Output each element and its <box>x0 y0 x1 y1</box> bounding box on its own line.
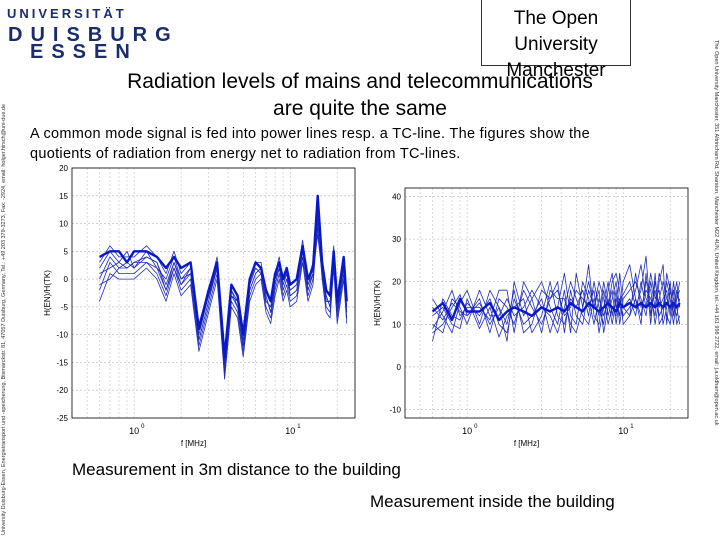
chart1-ytick-2: 10 <box>59 220 68 229</box>
chart1-frame <box>71 167 356 419</box>
chart1-xtick-0: 10 <box>129 426 139 436</box>
chart1-ytick-8: -20 <box>56 386 68 395</box>
chart1-series-7 <box>99 234 348 369</box>
chart1-xtick-exp-0: 0 <box>141 424 145 430</box>
chart1-series-5 <box>99 223 348 380</box>
note-right: Measurement inside the building <box>370 492 615 511</box>
chart2-frame <box>404 187 689 419</box>
chart1-ylabel: H(EN)/H(TK) <box>43 270 52 316</box>
partner-box: The Open University Manchester <box>481 0 631 81</box>
chart2-ytick-2: 20 <box>392 278 401 287</box>
title-line1: Radiation levels of mains and telecommun… <box>127 70 593 93</box>
title-line2: are quite the same <box>273 97 447 120</box>
slide-title: Radiation levels of mains and telecommun… <box>0 68 720 122</box>
chart1-xtick-1: 10 <box>285 426 295 436</box>
chart1-ytick-4: 0 <box>64 275 69 284</box>
chart2-xtick-exp-0: 0 <box>474 424 478 430</box>
partner-line1: The Open University <box>513 8 599 55</box>
side-text-right: The Open University Manchester, 351 Altr… <box>713 40 719 426</box>
chart1-ytick-7: -15 <box>56 358 68 367</box>
chart2-ytick-0: 40 <box>392 193 401 202</box>
chart1-ytick-5: -5 <box>61 303 69 312</box>
logo-universitaet: UNIVERSITÄT <box>7 6 127 21</box>
chart1-ytick-6: -10 <box>56 331 68 340</box>
chart1-xtick-exp-1: 1 <box>297 424 301 430</box>
chart1-ytick-0: 20 <box>59 164 68 173</box>
chart2-ytick-5: -10 <box>389 405 401 414</box>
chart2-series-8 <box>431 297 681 322</box>
chart2-xtick-1: 10 <box>618 426 628 436</box>
chart2-ytick-4: 0 <box>397 363 402 372</box>
chart2-xtick-exp-1: 1 <box>630 424 634 430</box>
chart2-xlabel: f [MHz] <box>514 439 539 448</box>
note-left: Measurement in 3m distance to the buildi… <box>72 460 401 479</box>
chart2-ytick-3: 10 <box>392 320 401 329</box>
chart1-ytick-3: 5 <box>64 247 69 256</box>
description-line1: A common mode signal is fed into power l… <box>30 126 591 142</box>
chart2-ylabel: H(EN)/H(TK) <box>373 280 382 326</box>
logo-essen: ESSEN <box>30 41 138 63</box>
description-line2: quotients of radiation from energy net t… <box>30 146 461 162</box>
chart1-xlabel: f [MHz] <box>181 439 206 448</box>
chart1-ytick-1: 15 <box>59 192 68 201</box>
partner-line2: Manchester <box>506 60 606 81</box>
description: A common mode signal is fed into power l… <box>30 124 690 164</box>
logo-duisburg: DUISBURG <box>8 24 179 46</box>
chart2-series-6 <box>432 272 681 334</box>
chart1-series-8 <box>98 194 348 359</box>
chart1-ytick-9: -25 <box>56 414 68 423</box>
chart2-xtick-0: 10 <box>462 426 472 436</box>
chart2-ytick-1: 30 <box>392 235 401 244</box>
